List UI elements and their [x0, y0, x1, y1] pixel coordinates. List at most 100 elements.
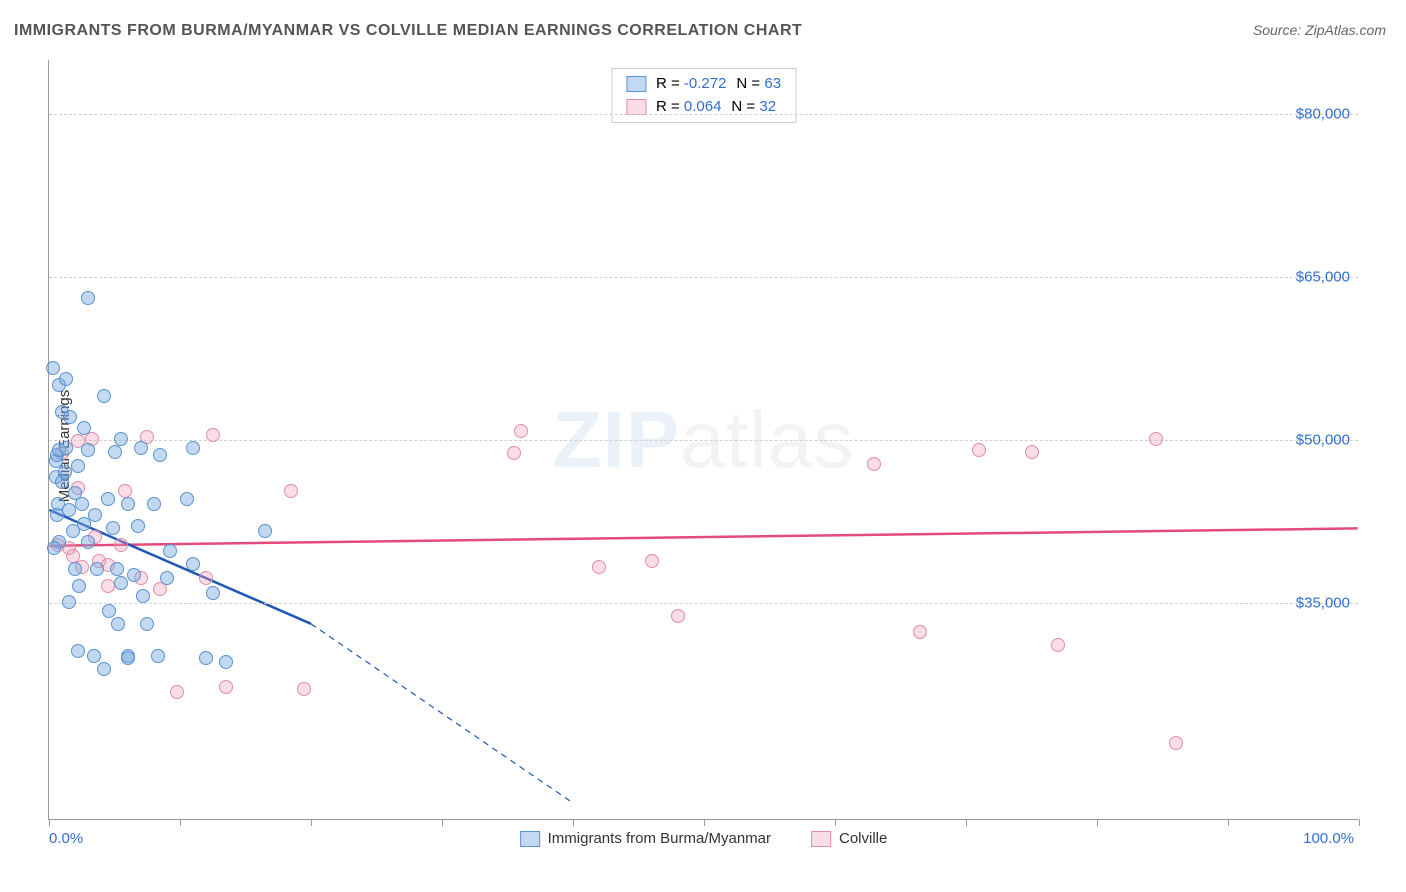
x-tick: [1228, 819, 1229, 826]
data-point: [671, 609, 685, 623]
data-point: [58, 465, 72, 479]
data-point: [75, 497, 89, 511]
data-point: [186, 441, 200, 455]
gridline: [49, 277, 1358, 278]
y-tick-label: $50,000: [1296, 432, 1350, 449]
data-point: [127, 568, 141, 582]
data-point: [97, 662, 111, 676]
data-point: [88, 508, 102, 522]
data-point: [114, 538, 128, 552]
x-tick-label: 0.0%: [49, 830, 83, 847]
x-tick: [180, 819, 181, 826]
data-point: [118, 484, 132, 498]
data-point: [170, 685, 184, 699]
data-point: [913, 625, 927, 639]
data-point: [219, 680, 233, 694]
x-tick-label: 100.0%: [1303, 830, 1354, 847]
data-point: [1169, 736, 1183, 750]
data-point: [645, 554, 659, 568]
chart-title: IMMIGRANTS FROM BURMA/MYANMAR VS COLVILL…: [14, 22, 802, 40]
data-point: [1025, 445, 1039, 459]
data-point: [297, 682, 311, 696]
x-tick: [835, 819, 836, 826]
gridline: [49, 114, 1358, 115]
data-point: [71, 459, 85, 473]
y-tick-label: $35,000: [1296, 594, 1350, 611]
data-point: [101, 492, 115, 506]
gridline: [49, 603, 1358, 604]
data-point: [108, 445, 122, 459]
data-point: [87, 649, 101, 663]
data-point: [81, 443, 95, 457]
legend-swatch-blue: [520, 831, 540, 847]
legend-swatch-pink: [626, 99, 646, 115]
data-point: [1149, 432, 1163, 446]
data-point: [258, 524, 272, 538]
x-tick: [442, 819, 443, 826]
data-point: [110, 562, 124, 576]
data-point: [507, 446, 521, 460]
data-point: [136, 589, 150, 603]
x-tick: [311, 819, 312, 826]
data-point: [206, 428, 220, 442]
data-point: [111, 617, 125, 631]
data-point: [72, 579, 86, 593]
data-point: [592, 560, 606, 574]
data-point: [514, 424, 528, 438]
data-point: [1051, 638, 1065, 652]
data-point: [97, 389, 111, 403]
data-point: [163, 544, 177, 558]
data-point: [131, 519, 145, 533]
data-point: [134, 441, 148, 455]
x-tick: [573, 819, 574, 826]
series-label-blue: Immigrants from Burma/Myanmar: [548, 830, 771, 847]
data-point: [71, 644, 85, 658]
data-point: [186, 557, 200, 571]
data-point: [199, 651, 213, 665]
data-point: [972, 443, 986, 457]
data-point: [102, 604, 116, 618]
data-point: [114, 576, 128, 590]
data-point: [206, 586, 220, 600]
x-tick: [1097, 819, 1098, 826]
data-point: [46, 361, 60, 375]
x-tick: [966, 819, 967, 826]
data-point: [140, 617, 154, 631]
legend-swatch-blue: [626, 76, 646, 92]
x-tick: [704, 819, 705, 826]
data-point: [77, 421, 91, 435]
data-point: [219, 655, 233, 669]
source-attribution: Source: ZipAtlas.com: [1253, 22, 1386, 38]
series-label-pink: Colville: [839, 830, 887, 847]
data-point: [114, 432, 128, 446]
data-point: [81, 291, 95, 305]
y-tick-label: $80,000: [1296, 106, 1350, 123]
data-point: [62, 503, 76, 517]
data-point: [63, 410, 77, 424]
data-point: [59, 372, 73, 386]
y-tick-label: $65,000: [1296, 269, 1350, 286]
x-tick: [1359, 819, 1360, 826]
data-point: [180, 492, 194, 506]
data-point: [121, 651, 135, 665]
series-legend: Immigrants from Burma/Myanmar Colville: [520, 830, 888, 847]
data-point: [68, 562, 82, 576]
data-point: [284, 484, 298, 498]
legend-swatch-pink: [811, 831, 831, 847]
data-point: [59, 441, 73, 455]
data-point: [147, 497, 161, 511]
data-point: [151, 649, 165, 663]
scatter-plot: ZIPatlas R = -0.272 N = 63 R = 0.064 N =…: [48, 60, 1358, 820]
data-point: [47, 541, 61, 555]
data-point: [106, 521, 120, 535]
data-point: [62, 595, 76, 609]
data-point: [160, 571, 174, 585]
data-point: [199, 571, 213, 585]
x-tick: [49, 819, 50, 826]
data-point: [101, 579, 115, 593]
data-point: [121, 497, 135, 511]
data-point: [153, 448, 167, 462]
data-point: [867, 457, 881, 471]
data-point: [90, 562, 104, 576]
data-point: [81, 535, 95, 549]
